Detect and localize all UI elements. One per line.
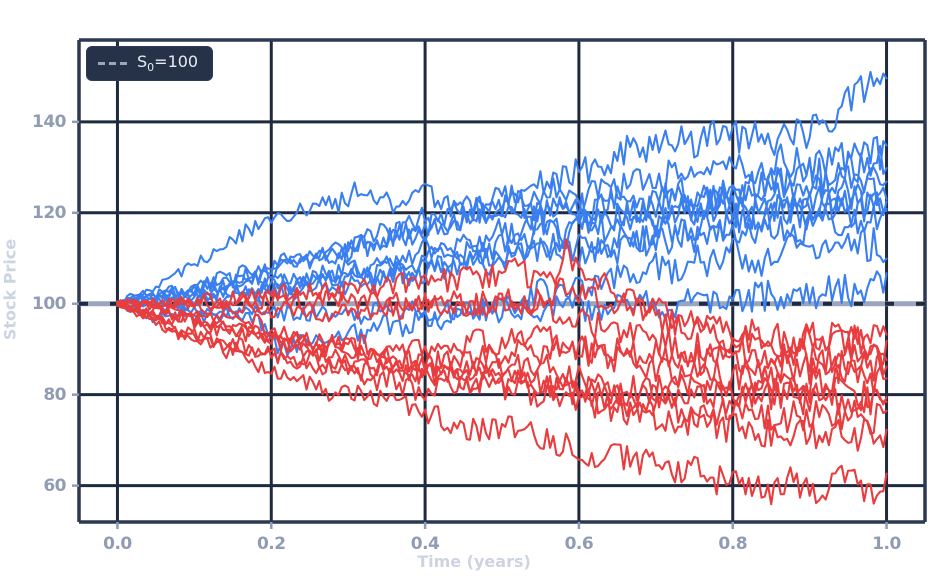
axis-ticks <box>72 120 888 529</box>
price-path <box>116 238 888 362</box>
x-tick-label: 0.6 <box>564 534 594 554</box>
x-axis-title: Time (years) <box>417 552 531 571</box>
price-path <box>116 165 888 312</box>
x-tick-label: 0.8 <box>718 534 748 554</box>
axis-spines <box>77 38 927 524</box>
price-path <box>116 300 888 416</box>
simulated-price-paths <box>116 70 888 506</box>
x-tick-label: 1.0 <box>872 534 901 554</box>
dashed-line-icon <box>98 62 128 66</box>
x-tick-label: 0.0 <box>103 534 132 554</box>
y-tick-label: 80 <box>43 384 66 405</box>
y-axis-title: Stock Price <box>0 238 20 341</box>
plot-background <box>79 40 925 522</box>
y-tick-label: 60 <box>43 475 66 496</box>
x-tick-label: 0.4 <box>410 534 440 554</box>
y-tick-label: 140 <box>32 111 67 132</box>
x-tick-label: 0.2 <box>256 534 286 554</box>
price-path <box>116 301 888 506</box>
price-path <box>116 301 888 385</box>
price-path <box>116 301 888 435</box>
legend-label-s0: S0=100 <box>137 52 199 75</box>
y-tick-label: 100 <box>32 293 67 314</box>
price-path <box>116 298 888 413</box>
price-path <box>116 257 888 355</box>
chart-legend[interactable]: S0=100 <box>86 46 214 82</box>
y-tick-label: 120 <box>32 202 67 223</box>
